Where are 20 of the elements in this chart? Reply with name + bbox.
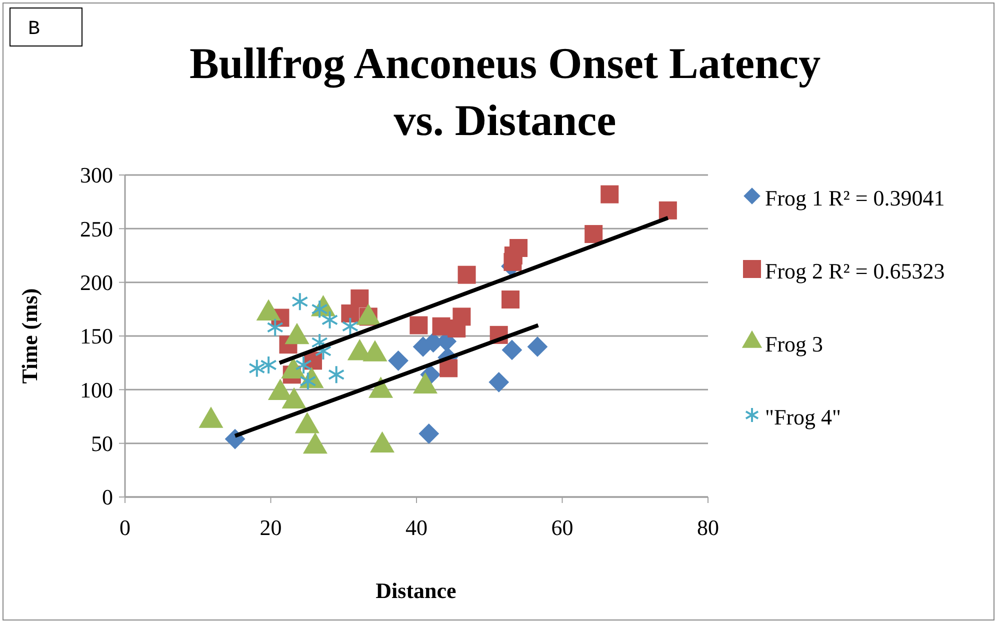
- y-tick-label: 0: [102, 484, 113, 510]
- x-tick-label: 0: [120, 515, 130, 540]
- y-axis-title: Time (ms): [17, 288, 42, 384]
- legend-label: Frog 2 R² = 0.65323: [765, 258, 945, 284]
- y-tick-label: 300: [80, 162, 113, 188]
- x-tick-label: 60: [551, 515, 574, 540]
- y-tick-label: 150: [80, 324, 113, 349]
- y-tick-label: 200: [80, 270, 113, 296]
- chart-title: Bullfrog Anconeus Onset Latency vs. Distance: [189, 39, 821, 145]
- y-tick-label: 100: [80, 377, 113, 402]
- x-tick-label: 20: [260, 515, 282, 540]
- y-tick-label: 50: [91, 431, 113, 456]
- legend-label: Frog 1 R² = 0.39041: [765, 186, 945, 211]
- x-axis-title: Distance: [376, 578, 457, 603]
- y-tick-label: 250: [80, 216, 113, 242]
- legend-label: "Frog 4": [765, 404, 842, 430]
- x-tick-label: 40: [406, 515, 428, 540]
- legend-label: Frog 3: [765, 332, 824, 357]
- text: B: [28, 18, 40, 41]
- x-tick-label: 80: [697, 515, 719, 540]
